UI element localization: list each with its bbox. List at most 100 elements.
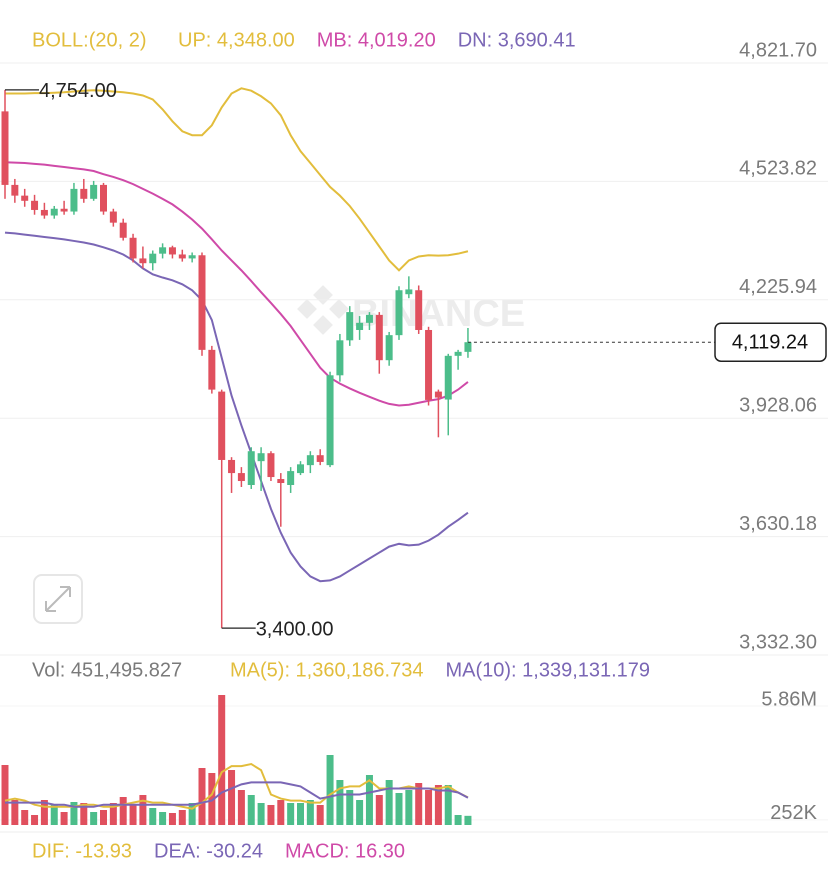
volume-bar <box>346 790 354 825</box>
volume-bar <box>1 765 9 825</box>
candle-body <box>100 184 107 212</box>
volume-bar <box>326 755 334 825</box>
volume-bar <box>159 812 167 825</box>
y-tick-label: 4,225.94 <box>739 276 817 298</box>
volume-bar <box>119 797 127 825</box>
volume-bar <box>336 780 344 825</box>
candle-body <box>149 253 157 264</box>
legend-entry: MACD: 16.30 <box>285 840 405 862</box>
boll-line <box>5 87 469 272</box>
volume-bar <box>267 805 275 825</box>
legend-entry: DEA: -30.24 <box>154 840 263 862</box>
candle-body <box>247 451 255 485</box>
volume-bar <box>277 800 285 825</box>
volume-bar <box>60 812 68 825</box>
candle-body <box>375 314 383 361</box>
volume-bar <box>415 783 423 825</box>
candle-body <box>228 459 236 474</box>
volume-bar <box>168 813 176 825</box>
candle-body <box>188 255 196 259</box>
candle-body <box>454 351 462 356</box>
expand-button[interactable] <box>33 574 83 624</box>
volume-title: Vol: 451,495.827 <box>32 659 182 681</box>
indicator-label: BOLL:(20, 2) <box>32 29 147 51</box>
expand-icon <box>45 586 71 612</box>
y-tick-label: 3,928.06 <box>739 394 817 416</box>
volume-bar <box>365 775 373 825</box>
annotation-label: 4,754.00 <box>39 80 117 102</box>
volume-bar <box>90 812 98 825</box>
y-tick-label: 4,821.70 <box>739 39 817 61</box>
legend-entry: MA(5): 1,360,186.734 <box>230 659 423 681</box>
volume-bar <box>444 785 452 825</box>
candle-body <box>385 335 393 361</box>
volume-bar <box>129 805 137 825</box>
volume-bar <box>257 803 265 825</box>
volume-bar <box>80 803 88 825</box>
candle-body <box>109 211 117 223</box>
volume-bar <box>454 815 462 825</box>
y-tick-label: 5.86M <box>761 688 817 710</box>
volume-bar <box>70 802 78 825</box>
legend-entry: DN: 3,690.41 <box>458 29 576 51</box>
last-price-box <box>714 322 827 362</box>
candle-body <box>356 322 364 330</box>
volume-bar <box>237 790 245 825</box>
legend-entry: MB: 4,019.20 <box>317 29 436 51</box>
volume-bar <box>149 808 157 825</box>
candle-body <box>306 455 314 466</box>
candle-body <box>464 342 472 352</box>
candle-body <box>277 479 285 484</box>
candle-body <box>208 349 216 390</box>
candle-body <box>139 258 147 264</box>
candle-body <box>198 255 206 350</box>
candle-body <box>287 471 295 485</box>
volume-bar <box>218 695 226 825</box>
volume-bar <box>139 795 147 825</box>
candle-body <box>90 184 98 199</box>
candle-body <box>60 208 68 212</box>
volume-bar <box>385 780 393 825</box>
candle-body <box>218 391 226 460</box>
candle-body <box>405 289 413 295</box>
watermark-logo <box>297 285 349 335</box>
volume-ma-line <box>5 781 469 808</box>
volume-bar <box>405 790 413 825</box>
candle-body <box>178 254 186 259</box>
volume-bar <box>208 773 216 825</box>
legend-entry: DIF: -13.93 <box>32 840 132 862</box>
volume-bar <box>287 803 295 825</box>
candle-body <box>80 188 88 199</box>
candle-body <box>297 464 304 474</box>
boll-line <box>4 231 469 583</box>
candle-body <box>425 329 433 400</box>
candle-body <box>444 355 452 400</box>
volume-bar <box>395 793 403 825</box>
volume-bar <box>375 795 383 825</box>
volume-bar <box>188 803 196 825</box>
volume-bar <box>31 815 39 825</box>
volume-bar <box>434 785 442 825</box>
y-tick-label: 3,332.30 <box>739 631 817 653</box>
candle-body <box>395 290 403 336</box>
candle-body <box>1 111 9 185</box>
candle-body <box>365 314 373 323</box>
volume-bar <box>316 805 324 825</box>
candle-body <box>21 195 29 201</box>
candle-body <box>257 453 265 462</box>
volume-bar <box>425 790 433 825</box>
boll-line <box>4 161 469 407</box>
annotation-label: 3,400.00 <box>256 618 334 640</box>
legend-entry: UP: 4,348.00 <box>178 29 295 51</box>
last-price-label: 4,119.24 <box>732 331 808 353</box>
y-tick-label: 252K <box>770 802 817 824</box>
volume-bar <box>109 803 117 825</box>
volume-bar <box>11 800 19 825</box>
candle-body <box>346 312 354 341</box>
candle-body <box>50 208 58 216</box>
volume-bar <box>21 810 29 825</box>
volume-bar <box>228 770 236 825</box>
candle-body <box>415 290 423 330</box>
candle-body <box>326 375 334 466</box>
